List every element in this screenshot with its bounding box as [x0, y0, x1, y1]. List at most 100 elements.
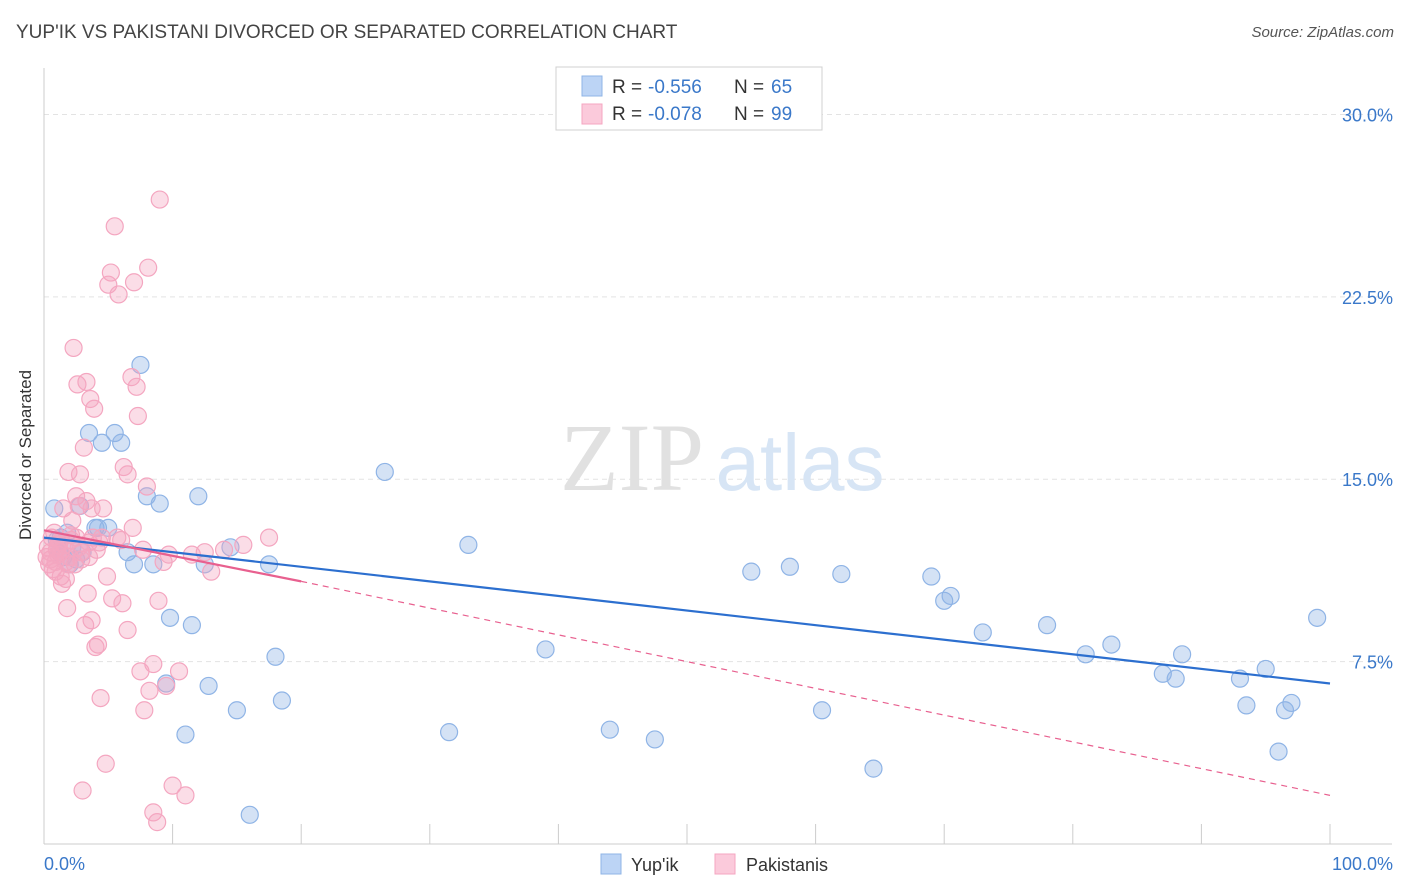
- point-yupik-58: [199, 676, 218, 696]
- axes: [43, 68, 1392, 845]
- y-tick-label-1: 15.0%: [1342, 470, 1393, 490]
- stats-n-value-pakistanis: 99: [771, 104, 792, 125]
- legend-label-yupik: Yup'ik: [631, 855, 679, 875]
- point-yupik-60: [536, 640, 555, 659]
- stats-swatch-yupik: [581, 75, 603, 97]
- point-yupik-24: [182, 616, 201, 635]
- point-pakistanis-38: [86, 637, 105, 657]
- point-pakistanis-91: [149, 591, 168, 610]
- point-pakistanis-62: [169, 662, 189, 681]
- point-pakistanis-58: [148, 813, 167, 832]
- point-pakistanis-55: [137, 477, 156, 496]
- point-pakistanis-29: [74, 438, 93, 457]
- trend-lines: [43, 529, 1331, 796]
- point-pakistanis-85: [118, 620, 137, 640]
- point-pakistanis-59: [150, 190, 169, 209]
- chart-title: YUP'IK VS PAKISTANI DIVORCED OR SEPARATE…: [16, 22, 678, 43]
- point-pakistanis-32: [78, 584, 97, 603]
- point-pakistanis-26: [70, 465, 90, 484]
- x-tick-label-max: 100.0%: [1332, 854, 1393, 874]
- point-yupik-18: [131, 355, 150, 375]
- point-pakistanis-82: [103, 589, 122, 608]
- point-yupik-53: [1282, 693, 1301, 713]
- point-pakistanis-78: [82, 499, 101, 518]
- point-pakistanis-16: [58, 599, 77, 618]
- y-tick-label-2: 22.5%: [1342, 288, 1393, 308]
- point-pakistanis-17: [59, 462, 78, 482]
- point-pakistanis-34: [81, 389, 100, 409]
- point-pakistanis-68: [234, 535, 253, 554]
- stats-r-label-pakistanis: R =: [612, 104, 642, 125]
- grid-lines: [44, 113, 1392, 663]
- y-tick-label-3: 30.0%: [1342, 105, 1393, 125]
- point-pakistanis-39: [88, 635, 108, 654]
- point-pakistanis-61: [163, 776, 182, 795]
- point-pakistanis-44: [101, 263, 120, 282]
- point-yupik-23: [176, 725, 195, 744]
- point-yupik-35: [742, 562, 761, 581]
- point-yupik-14: [105, 423, 124, 443]
- trend-line-yupik: [43, 536, 1331, 685]
- legend-swatch-yupik: [600, 853, 622, 875]
- point-pakistanis-97: [79, 547, 99, 567]
- watermark-atlas: atlas: [716, 418, 885, 507]
- x-tick-labels: 0.0% 100.0%: [44, 854, 1393, 874]
- point-pakistanis-35: [82, 611, 101, 630]
- point-pakistanis-95: [59, 555, 78, 574]
- point-yupik-40: [941, 586, 960, 606]
- point-yupik-25: [189, 487, 208, 506]
- point-pakistanis-50: [122, 368, 141, 387]
- point-pakistanis-45: [105, 217, 124, 236]
- point-pakistanis-52: [127, 377, 146, 396]
- point-yupik-33: [375, 462, 394, 482]
- point-pakistanis-60: [157, 676, 176, 696]
- point-yupik-64: [864, 759, 883, 778]
- point-yupik-50: [1256, 659, 1275, 679]
- point-pakistanis-84: [113, 594, 132, 613]
- point-pakistanis-69: [259, 528, 279, 547]
- point-yupik-21: [150, 494, 169, 513]
- point-yupik-28: [227, 701, 246, 720]
- point-pakistanis-40: [91, 688, 110, 708]
- source-credit: Source: ZipAtlas.com: [1251, 24, 1394, 41]
- point-yupik-12: [92, 433, 111, 452]
- point-yupik-57: [160, 608, 180, 627]
- point-pakistanis-86: [123, 518, 142, 537]
- y-tick-labels: 7.5% 15.0% 22.5% 30.0%: [1342, 105, 1393, 672]
- point-pakistanis-89: [139, 258, 158, 277]
- trend-line-pakistanis: [43, 529, 302, 583]
- point-pakistanis-65: [195, 543, 214, 562]
- point-pakistanis-67: [214, 540, 234, 559]
- stats-r-value-pakistanis: -0.078: [648, 104, 702, 125]
- point-pakistanis-81: [97, 567, 117, 586]
- point-yupik-17: [124, 555, 144, 574]
- stats-legend: R = -0.556 N = 65 R = -0.078 N = 99: [555, 66, 823, 131]
- point-pakistanis-56: [140, 681, 159, 700]
- point-yupik-63: [812, 701, 832, 720]
- point-yupik-31: [266, 647, 285, 666]
- watermark-zip: ZIP: [560, 404, 704, 511]
- point-yupik-52: [1275, 701, 1295, 720]
- point-yupik-51: [1269, 742, 1288, 761]
- stats-swatch-pakistanis: [581, 103, 603, 125]
- point-yupik-37: [832, 564, 851, 584]
- point-yupik-61: [600, 720, 619, 739]
- point-pakistanis-31: [77, 372, 96, 392]
- point-yupik-56: [88, 518, 108, 537]
- stats-n-label-pakistanis: N =: [734, 104, 764, 125]
- point-pakistanis-90: [144, 654, 163, 674]
- point-yupik-36: [780, 557, 799, 576]
- stats-n-value-yupik: 65: [771, 77, 792, 98]
- legend-label-pakistanis: Pakistanis: [746, 855, 828, 875]
- point-pakistanis-87: [128, 406, 147, 426]
- point-yupik-15: [112, 433, 131, 452]
- watermark: ZIP atlas: [560, 404, 884, 511]
- point-yupik-41: [973, 623, 992, 642]
- point-pakistanis-57: [144, 803, 163, 822]
- point-pakistanis-63: [176, 786, 195, 805]
- point-yupik-34: [459, 535, 478, 554]
- point-yupik-44: [1102, 635, 1121, 654]
- stats-n-label-yupik: N =: [734, 77, 764, 98]
- point-pakistanis-49: [118, 465, 137, 484]
